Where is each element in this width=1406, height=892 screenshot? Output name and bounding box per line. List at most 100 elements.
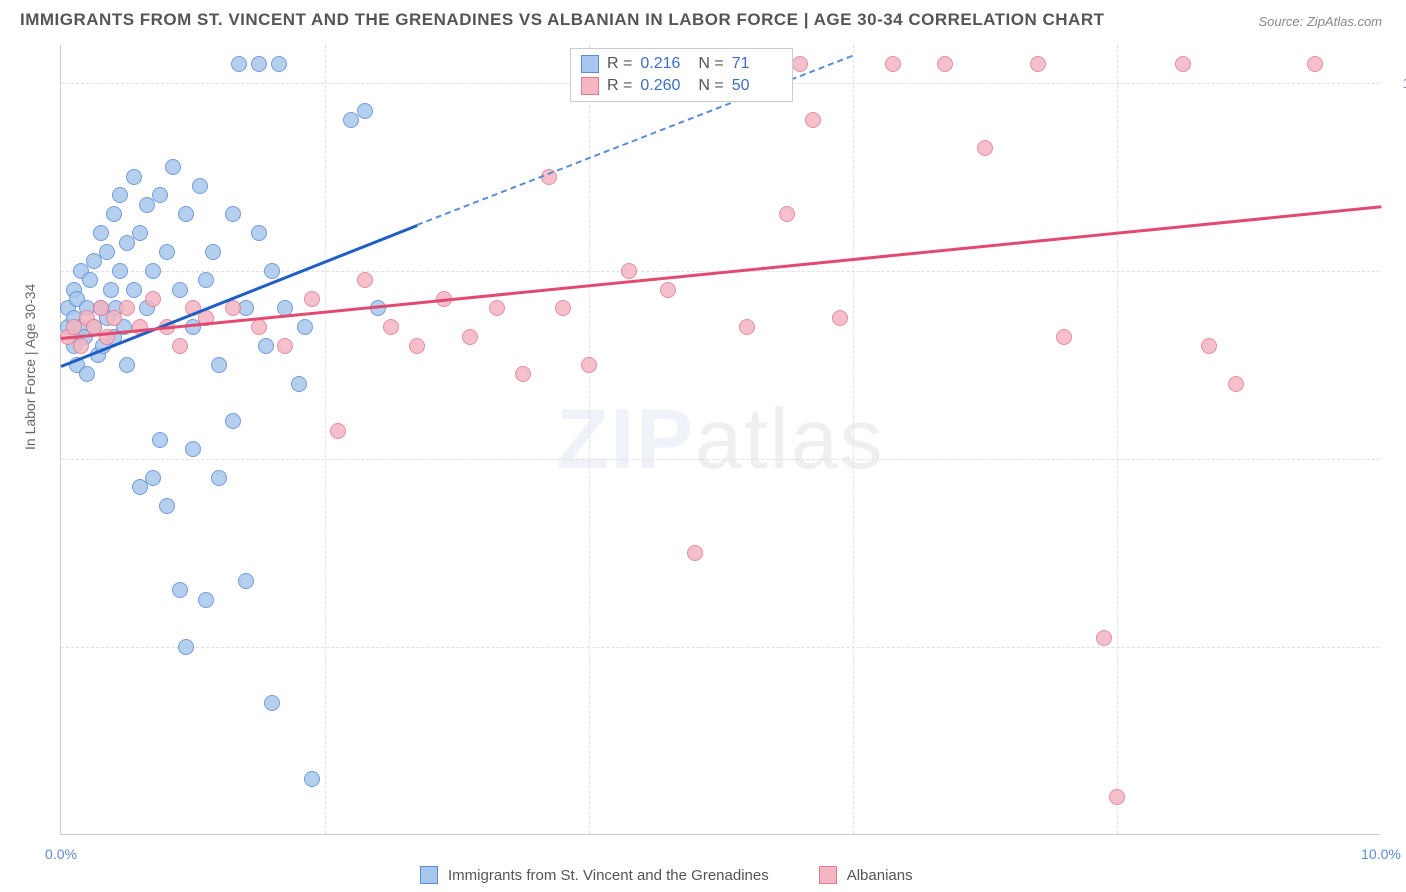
data-point-stvincent <box>152 187 168 203</box>
data-point-stvincent <box>172 582 188 598</box>
n-value-albanians: 50 <box>732 77 782 95</box>
data-point-albanians <box>1307 56 1323 72</box>
data-point-albanians <box>555 300 571 316</box>
legend-row-albanians: R = 0.260 N = 50 <box>581 75 782 97</box>
data-point-stvincent <box>126 169 142 185</box>
data-point-albanians <box>660 282 676 298</box>
swatch-stvincent <box>420 866 438 884</box>
data-point-stvincent <box>178 639 194 655</box>
y-axis-label: In Labor Force | Age 30-34 <box>22 284 38 450</box>
data-point-albanians <box>73 338 89 354</box>
swatch-stvincent <box>581 55 599 73</box>
data-point-stvincent <box>178 206 194 222</box>
legend-row-stvincent: R = 0.216 N = 71 <box>581 53 782 75</box>
data-point-albanians <box>357 272 373 288</box>
gridline-v <box>853 45 854 834</box>
data-point-stvincent <box>172 282 188 298</box>
data-point-stvincent <box>304 771 320 787</box>
data-point-albanians <box>581 357 597 373</box>
data-point-albanians <box>119 300 135 316</box>
swatch-albanians <box>581 77 599 95</box>
swatch-albanians <box>819 866 837 884</box>
data-point-stvincent <box>238 573 254 589</box>
data-point-stvincent <box>264 695 280 711</box>
data-point-albanians <box>832 310 848 326</box>
data-point-stvincent <box>79 366 95 382</box>
ytick-label: 80.0% <box>1390 451 1406 467</box>
data-point-albanians <box>409 338 425 354</box>
data-point-stvincent <box>225 206 241 222</box>
data-point-albanians <box>977 140 993 156</box>
data-point-stvincent <box>357 103 373 119</box>
data-point-albanians <box>462 329 478 345</box>
data-point-albanians <box>739 319 755 335</box>
data-point-albanians <box>1109 789 1125 805</box>
data-point-stvincent <box>198 592 214 608</box>
legend-label-stvincent: Immigrants from St. Vincent and the Gren… <box>448 867 769 884</box>
source-attribution: Source: ZipAtlas.com <box>1258 14 1382 29</box>
data-point-stvincent <box>205 244 221 260</box>
data-point-stvincent <box>159 244 175 260</box>
data-point-stvincent <box>231 56 247 72</box>
data-point-stvincent <box>145 470 161 486</box>
gridline-v <box>589 45 590 834</box>
data-point-stvincent <box>258 338 274 354</box>
data-point-stvincent <box>159 498 175 514</box>
data-point-albanians <box>1228 376 1244 392</box>
data-point-stvincent <box>145 263 161 279</box>
data-point-albanians <box>805 112 821 128</box>
data-point-albanians <box>383 319 399 335</box>
data-point-albanians <box>304 291 320 307</box>
data-point-albanians <box>145 291 161 307</box>
correlation-legend: R = 0.216 N = 71 R = 0.260 N = 50 <box>570 48 793 102</box>
data-point-stvincent <box>93 225 109 241</box>
data-point-stvincent <box>152 432 168 448</box>
gridline-v <box>1117 45 1118 834</box>
data-point-albanians <box>687 545 703 561</box>
data-point-albanians <box>515 366 531 382</box>
data-point-albanians <box>225 300 241 316</box>
data-point-albanians <box>330 423 346 439</box>
n-label: N = <box>698 77 723 95</box>
data-point-albanians <box>779 206 795 222</box>
data-point-albanians <box>621 263 637 279</box>
data-point-albanians <box>1201 338 1217 354</box>
gridline-h <box>61 459 1380 460</box>
data-point-albanians <box>277 338 293 354</box>
data-point-stvincent <box>103 282 119 298</box>
data-point-albanians <box>489 300 505 316</box>
gridline-h <box>61 647 1380 648</box>
data-point-stvincent <box>264 263 280 279</box>
chart-title: IMMIGRANTS FROM ST. VINCENT AND THE GREN… <box>20 10 1104 30</box>
data-point-stvincent <box>192 178 208 194</box>
r-label: R = <box>607 77 632 95</box>
data-point-stvincent <box>112 187 128 203</box>
data-point-stvincent <box>126 282 142 298</box>
ytick-label: 100.0% <box>1390 75 1406 91</box>
legend-label-albanians: Albanians <box>847 867 913 884</box>
n-label: N = <box>698 55 723 73</box>
r-label: R = <box>607 55 632 73</box>
data-point-stvincent <box>225 413 241 429</box>
data-point-stvincent <box>211 470 227 486</box>
ytick-label: 70.0% <box>1390 639 1406 655</box>
data-point-stvincent <box>119 357 135 373</box>
n-value-stvincent: 71 <box>732 55 782 73</box>
data-point-stvincent <box>185 441 201 457</box>
data-point-albanians <box>1096 630 1112 646</box>
data-point-stvincent <box>82 272 98 288</box>
data-point-stvincent <box>211 357 227 373</box>
series-legend: Immigrants from St. Vincent and the Gren… <box>420 866 913 884</box>
data-point-albanians <box>1175 56 1191 72</box>
data-point-albanians <box>885 56 901 72</box>
data-point-stvincent <box>198 272 214 288</box>
data-point-albanians <box>251 319 267 335</box>
watermark: ZIPatlas <box>557 391 885 489</box>
gridline-v <box>325 45 326 834</box>
xtick-label: 0.0% <box>45 846 77 862</box>
data-point-stvincent <box>251 56 267 72</box>
data-point-stvincent <box>271 56 287 72</box>
data-point-albanians <box>1030 56 1046 72</box>
r-value-albanians: 0.260 <box>640 77 690 95</box>
xtick-label: 10.0% <box>1361 846 1401 862</box>
